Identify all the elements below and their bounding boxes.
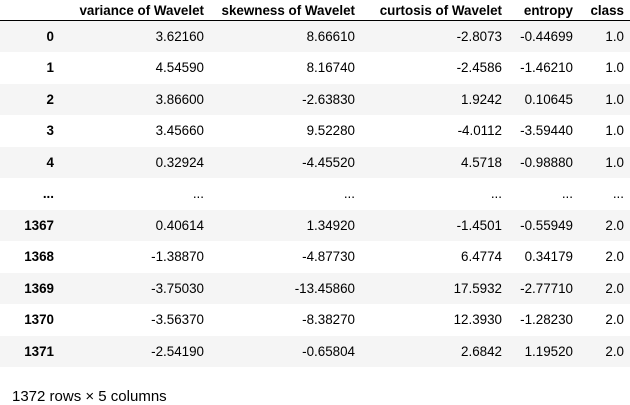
cell-variance: -1.38870 [151, 249, 204, 265]
cell-class: 2.0 [605, 217, 624, 233]
table-row: 1371 -2.54190 -0.65804 2.6842 1.19520 2.… [0, 335, 630, 367]
cell-class: 2.0 [605, 249, 624, 265]
cell-entropy: ... [561, 186, 573, 202]
table-row: 1369 -3.75030 -13.45860 17.5932 -2.77710… [0, 272, 630, 304]
cell-skewness: -2.63830 [302, 91, 355, 107]
cell-skewness: -13.45860 [294, 280, 355, 296]
row-index: 2 [46, 91, 54, 107]
row-index: 1368 [24, 249, 54, 265]
row-index: 1369 [24, 280, 54, 296]
cell-curtosis: 4.5718 [461, 154, 502, 170]
cell-variance: 0.40614 [155, 217, 204, 233]
cell-entropy: -1.28230 [520, 312, 573, 328]
cell-class: 1.0 [605, 29, 624, 44]
table-row: 3 3.45660 9.52280 -4.0112 -3.59440 1.0 [0, 115, 630, 147]
cell-class: 1.0 [605, 91, 624, 107]
cell-skewness: -4.87730 [302, 249, 355, 265]
cell-entropy: -0.98880 [520, 154, 573, 170]
cell-skewness: -4.45520 [302, 154, 355, 170]
cell-skewness: -8.38270 [302, 312, 355, 328]
table-row: 1 4.54590 8.16740 -2.4586 -1.46210 1.0 [0, 52, 630, 84]
table-row: 1370 -3.56370 -8.38270 12.3930 -1.28230 … [0, 304, 630, 336]
cell-class: 2.0 [605, 312, 624, 328]
cell-class: 1.0 [605, 154, 624, 170]
cell-variance: -3.56370 [151, 312, 204, 328]
cell-curtosis: 17.5932 [453, 280, 502, 296]
table-row-ellipsis: ... ... ... ... ... ... [0, 178, 630, 210]
row-index: 3 [46, 123, 54, 139]
column-header-variance: variance of Wavelet [62, 0, 210, 21]
cell-variance: 3.62160 [155, 29, 204, 44]
cell-curtosis: 6.4774 [461, 249, 502, 265]
cell-skewness: -0.65804 [302, 343, 355, 359]
cell-variance: -3.75030 [151, 280, 204, 296]
cell-variance: -2.54190 [151, 343, 204, 359]
row-index: 1 [46, 60, 54, 76]
cell-entropy: -2.77710 [520, 280, 573, 296]
dataframe-shape-text: 1372 rows × 5 columns [12, 388, 167, 405]
cell-class: 2.0 [605, 280, 624, 296]
cell-variance: 3.45660 [155, 123, 204, 139]
table-row: 1368 -1.38870 -4.87730 6.4774 0.34179 2.… [0, 241, 630, 273]
table-row: 0 3.62160 8.66610 -2.8073 -0.44699 1.0 [0, 20, 630, 52]
cell-variance: 0.32924 [155, 154, 204, 170]
cell-entropy: -0.55949 [520, 217, 573, 233]
row-index: 1367 [24, 217, 54, 233]
cell-curtosis: -1.4501 [456, 217, 502, 233]
cell-entropy: -3.59440 [520, 123, 573, 139]
column-header-index [0, 0, 62, 21]
cell-variance: 4.54590 [155, 60, 204, 76]
cell-entropy: 1.19520 [524, 343, 573, 359]
cell-entropy: 0.34179 [524, 249, 573, 265]
cell-class: 1.0 [605, 123, 624, 139]
cell-skewness: 1.34920 [306, 217, 355, 233]
column-header-skewness: skewness of Wavelet [210, 0, 361, 21]
cell-class: 2.0 [605, 343, 624, 359]
cell-curtosis: -2.8073 [456, 29, 502, 44]
row-index: 0 [46, 29, 54, 44]
header-row: variance of Wavelet skewness of Wavelet … [0, 0, 630, 21]
cell-curtosis: 12.3930 [453, 312, 502, 328]
cell-curtosis: -2.4586 [456, 60, 502, 76]
cell-class: 1.0 [605, 60, 624, 76]
cell-class: ... [612, 186, 624, 202]
table-row: 4 0.32924 -4.45520 4.5718 -0.98880 1.0 [0, 146, 630, 178]
table-row: 2 3.86600 -2.63830 1.9242 0.10645 1.0 [0, 83, 630, 115]
column-header-class: class [579, 0, 630, 21]
cell-variance: 3.86600 [155, 91, 204, 107]
cell-skewness: ... [343, 186, 355, 202]
row-index: ... [42, 186, 54, 202]
row-index: 1370 [24, 312, 54, 328]
row-index: 4 [46, 154, 54, 170]
row-index: 1371 [24, 343, 54, 359]
table-row: 1367 0.40614 1.34920 -1.4501 -0.55949 2.… [0, 209, 630, 241]
cell-skewness: 9.52280 [306, 123, 355, 139]
dataframe-table: variance of Wavelet skewness of Wavelet … [0, 0, 630, 367]
cell-curtosis: -4.0112 [457, 123, 502, 139]
cell-entropy: -0.44699 [520, 29, 573, 44]
cell-curtosis: 2.6842 [461, 343, 502, 359]
cell-entropy: 0.10645 [524, 91, 573, 107]
dataframe-output: variance of Wavelet skewness of Wavelet … [0, 0, 630, 367]
cell-curtosis: 1.9242 [461, 91, 502, 107]
cell-curtosis: ... [490, 186, 502, 202]
cell-skewness: 8.16740 [306, 60, 355, 76]
column-header-curtosis: curtosis of Wavelet [361, 0, 508, 21]
column-header-entropy: entropy [508, 0, 579, 21]
cell-skewness: 8.66610 [306, 29, 355, 44]
cell-entropy: -1.46210 [520, 60, 573, 76]
cell-variance: ... [192, 186, 204, 202]
